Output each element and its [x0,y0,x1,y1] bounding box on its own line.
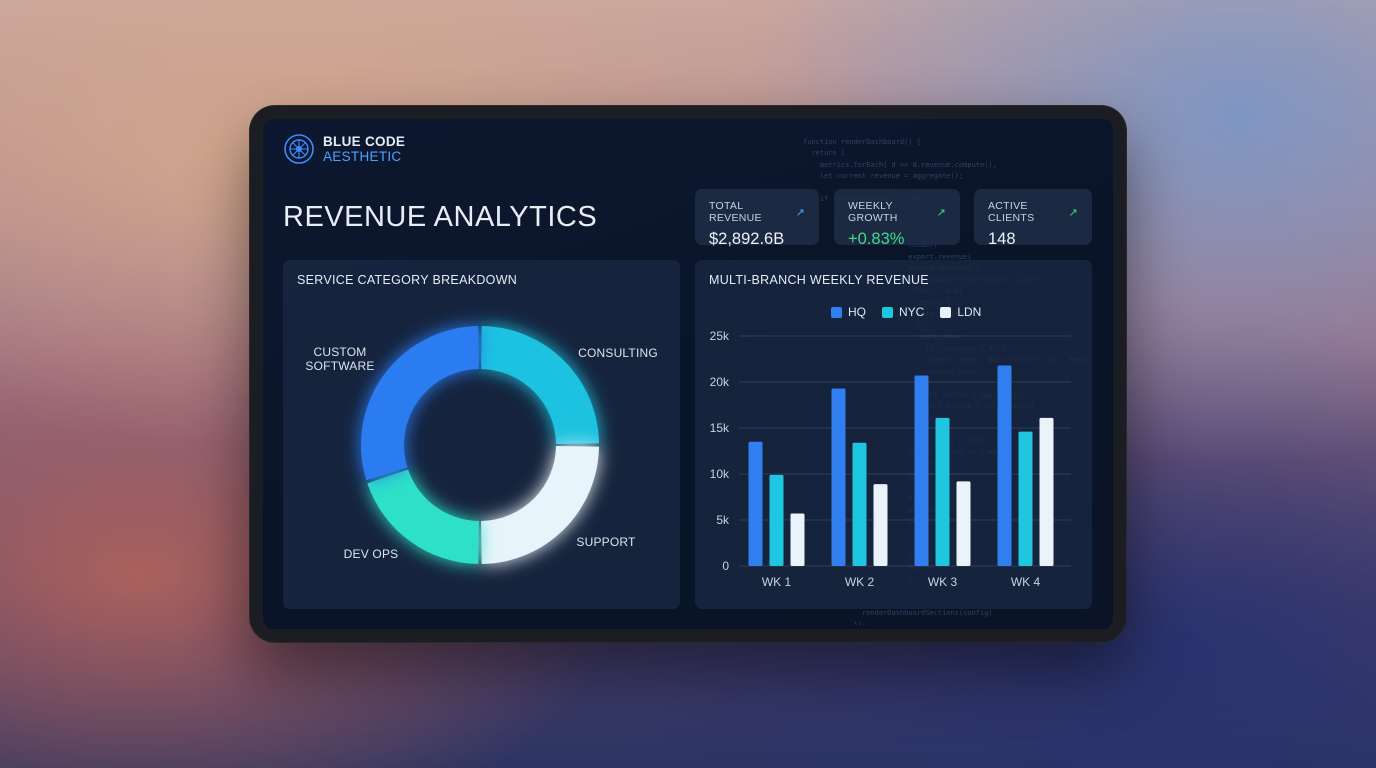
kpi-value: $2,892.6B [709,230,785,248]
trend-up-arrow-icon: ↗ [936,206,946,219]
legend-label: HQ [848,305,866,319]
kpi-card-total-revenue[interactable]: TOTAL REVENUE ↗ $2,892.6B [695,189,819,248]
brain-chip-icon [284,134,314,164]
kpi-label: TOTAL REVENUE [709,200,762,224]
legend-item-hq[interactable]: HQ [831,305,866,319]
bar-hq-wk1[interactable] [748,441,763,566]
bar-ldn-wk4[interactable] [1039,417,1054,566]
panel-title: SERVICE CATEGORY BREAKDOWN [297,273,518,287]
donut-label-line: SOFTWARE [305,359,375,373]
x-tick-label: WK 3 [928,575,958,589]
y-tick-label: 15k [710,421,730,435]
y-tick-label: 20k [710,375,730,389]
bar-hq-wk3[interactable] [914,375,929,566]
weekly-revenue-panel: MULTI-BRANCH WEEKLY REVENUE HQ NYC LDN 0… [695,260,1092,609]
legend-item-nyc[interactable]: NYC [882,305,924,319]
x-tick-label: WK 2 [845,575,875,589]
donut-slice-consulting[interactable] [481,326,599,444]
kpi-card-active-clients[interactable]: ACTIVE CLIENTS ↗ 148 [974,189,1092,248]
y-tick-label: 5k [716,513,730,527]
y-tick-label: 25k [710,329,730,343]
bar-chart: 0 5k 10k 15k 20k 25k WK 1 WK 2 WK 3 WK 4 [710,329,1071,589]
legend-label: LDN [957,305,982,319]
trend-up-arrow-icon: ↗ [795,206,805,219]
legend-swatch [940,306,952,318]
y-tick-label: 10k [710,467,730,481]
donut-label-custom-software: CUSTOM SOFTWARE [301,345,379,373]
donut-slice-custom-software[interactable] [361,326,479,481]
bar-ldn-wk3[interactable] [956,481,971,566]
bar-nyc-wk2[interactable] [852,442,867,566]
page-title: REVENUE ANALYTICS [283,201,598,233]
donut-chart [361,326,599,564]
tablet-frame: function renderDashboard() { return [ me… [249,105,1127,643]
bar-nyc-wk3[interactable] [935,417,950,566]
bar-hq-wk4[interactable] [997,365,1012,566]
legend-swatch [882,306,893,318]
bar-nyc-wk4[interactable] [1018,431,1033,566]
legend-swatch [831,306,842,318]
legend-label: NYC [899,305,925,319]
kpi-label: ACTIVE CLIENTS [988,200,1035,224]
dashboard-screen: function renderDashboard() { return [ me… [263,119,1113,629]
trend-up-arrow-icon: ↗ [1068,206,1078,219]
bar-nyc-wk1[interactable] [769,474,784,566]
kpi-card-weekly-growth[interactable]: WEEKLY GROWTH ↗ +0.83% [834,189,960,248]
donut-slice-dev-ops[interactable] [367,469,479,564]
chart-legend: HQ NYC LDN [831,305,997,319]
kpi-value: 148 [988,230,1016,248]
kpi-value: +0.83% [848,230,905,248]
brand-name-line1: BLUE CODE [323,134,406,149]
x-tick-label: WK 4 [1011,575,1041,589]
panel-title: MULTI-BRANCH WEEKLY REVENUE [709,273,929,287]
kpi-label: WEEKLY GROWTH [848,200,898,224]
donut-label-devops: DEV OPS [343,547,399,561]
donut-label-line: CUSTOM [313,345,367,359]
bar-ldn-wk2[interactable] [873,484,888,566]
bar-hq-wk2[interactable] [831,388,846,566]
service-breakdown-panel: SERVICE CATEGORY BREAKDOWN CUSTOM SOFTWA… [283,260,680,609]
x-tick-label: WK 1 [762,575,792,589]
donut-label-consulting: CONSULTING [578,346,658,360]
donut-label-support: SUPPORT [576,535,636,549]
donut-slice-support[interactable] [481,446,599,564]
y-tick-label: 0 [722,559,729,573]
legend-item-ldn[interactable]: LDN [940,305,981,319]
brand-logo: BLUE CODE AESTHETIC [283,133,405,165]
brand-name-line2: AESTHETIC [323,149,402,164]
bar-ldn-wk1[interactable] [790,513,805,566]
